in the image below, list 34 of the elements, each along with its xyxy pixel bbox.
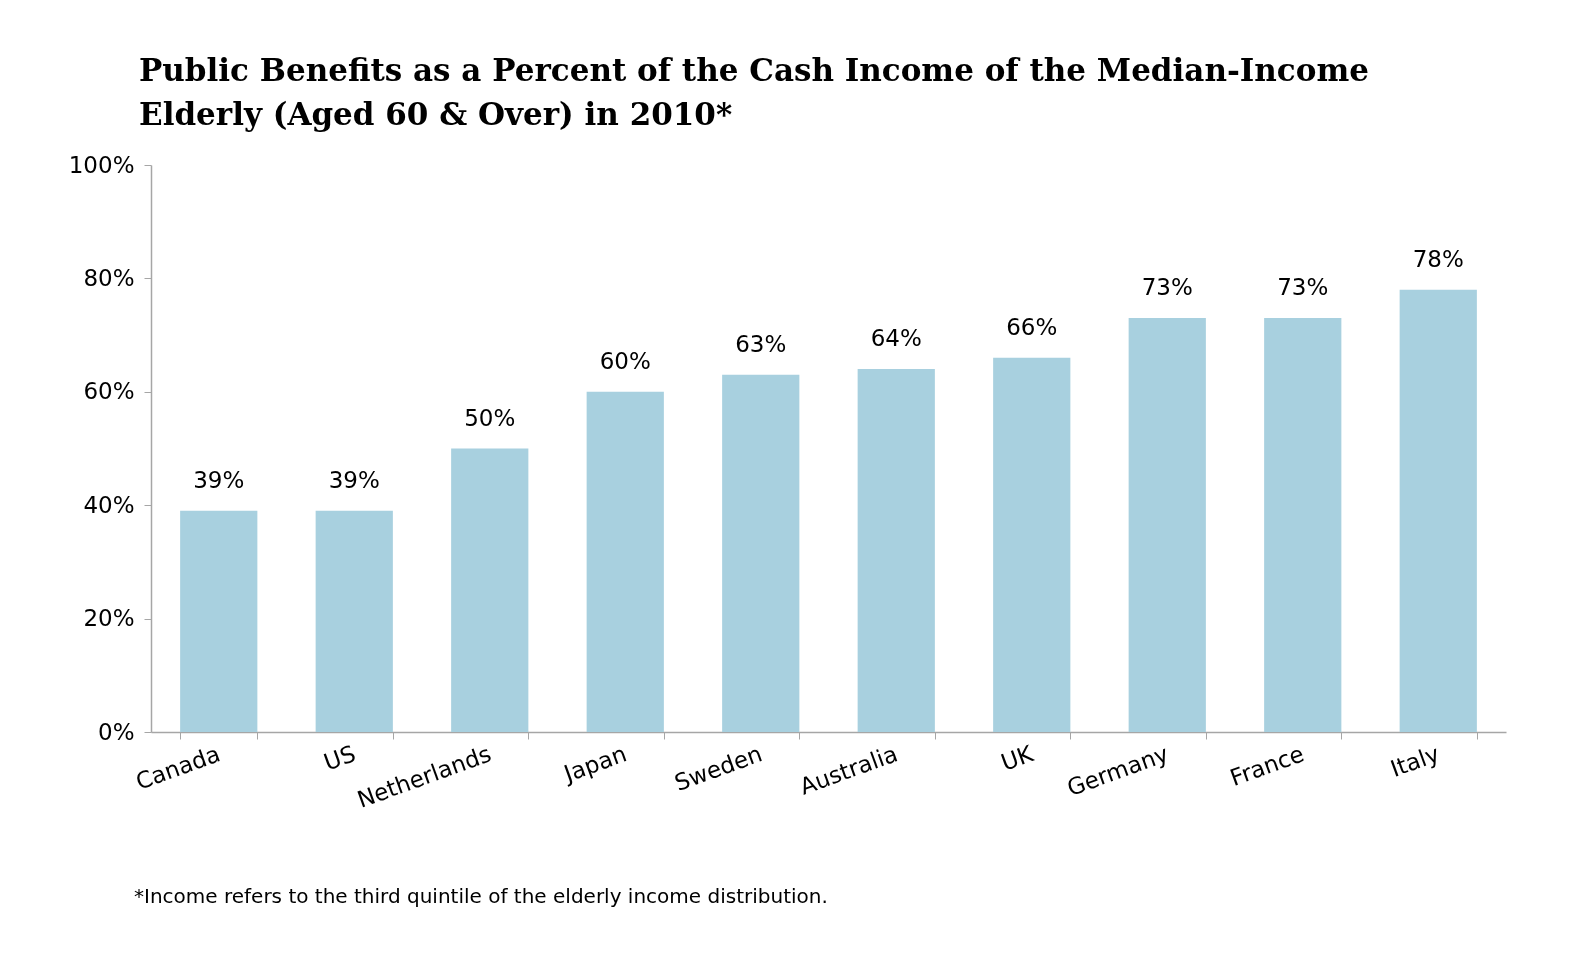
bar xyxy=(1264,318,1342,732)
data-label: 39% xyxy=(328,466,380,493)
bar xyxy=(722,374,800,732)
bar xyxy=(1128,318,1206,732)
x-tick-label: Canada xyxy=(132,740,224,795)
data-label: 73% xyxy=(1277,274,1329,301)
bar xyxy=(315,510,393,732)
bar xyxy=(180,510,258,732)
bar xyxy=(451,448,529,732)
y-tick-label: 100% xyxy=(68,151,135,178)
y-tick-label: 60% xyxy=(83,378,135,405)
data-label: 50% xyxy=(464,404,516,431)
data-label: 63% xyxy=(735,330,787,357)
x-tick-label: France xyxy=(1226,740,1308,791)
x-tick-label: US xyxy=(320,740,359,776)
y-tick-label: 80% xyxy=(83,264,135,291)
data-label: 66% xyxy=(1006,313,1058,340)
bar xyxy=(586,391,664,732)
data-label: 39% xyxy=(193,466,245,493)
data-label: 73% xyxy=(1141,274,1193,301)
data-label: 78% xyxy=(1412,245,1464,272)
y-tick-label: 20% xyxy=(83,605,135,632)
data-label: 60% xyxy=(599,347,651,374)
x-tick-label: Italy xyxy=(1387,740,1443,782)
x-tick-label: Japan xyxy=(558,740,630,788)
data-label: 64% xyxy=(870,325,922,352)
bar xyxy=(1399,289,1477,732)
y-tick-label: 0% xyxy=(98,718,135,745)
y-tick-label: 40% xyxy=(83,491,135,518)
bar xyxy=(857,369,935,732)
text: *Income refers to the third quintile of the elderly income distribution. xyxy=(134,884,828,908)
x-tick-label: UK xyxy=(997,740,1038,776)
bar xyxy=(993,357,1071,732)
chart-title: Public Benefits as a Percent of the Cash Income of the Median-Income Elderly (Aged 60 & Over) in 2010* xyxy=(139,52,1369,132)
